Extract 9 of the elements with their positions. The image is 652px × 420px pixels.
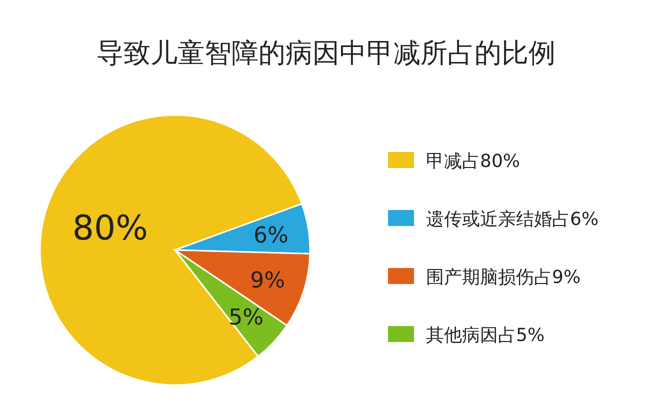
data-label: 6% <box>253 223 288 248</box>
legend-label: 甲减占80% <box>426 151 520 172</box>
data-label: 80% <box>72 208 148 248</box>
legend-label: 围产期脑损伤占9% <box>426 267 581 288</box>
data-label: 9% <box>250 268 285 294</box>
legend-label: 遗传或近亲结婚占6% <box>426 209 599 230</box>
legend-label: 其他病因占5% <box>426 325 545 346</box>
chart-title: 导致儿童智障的病因中甲减所占的比例 <box>96 38 556 69</box>
data-label: 5% <box>228 305 264 330</box>
